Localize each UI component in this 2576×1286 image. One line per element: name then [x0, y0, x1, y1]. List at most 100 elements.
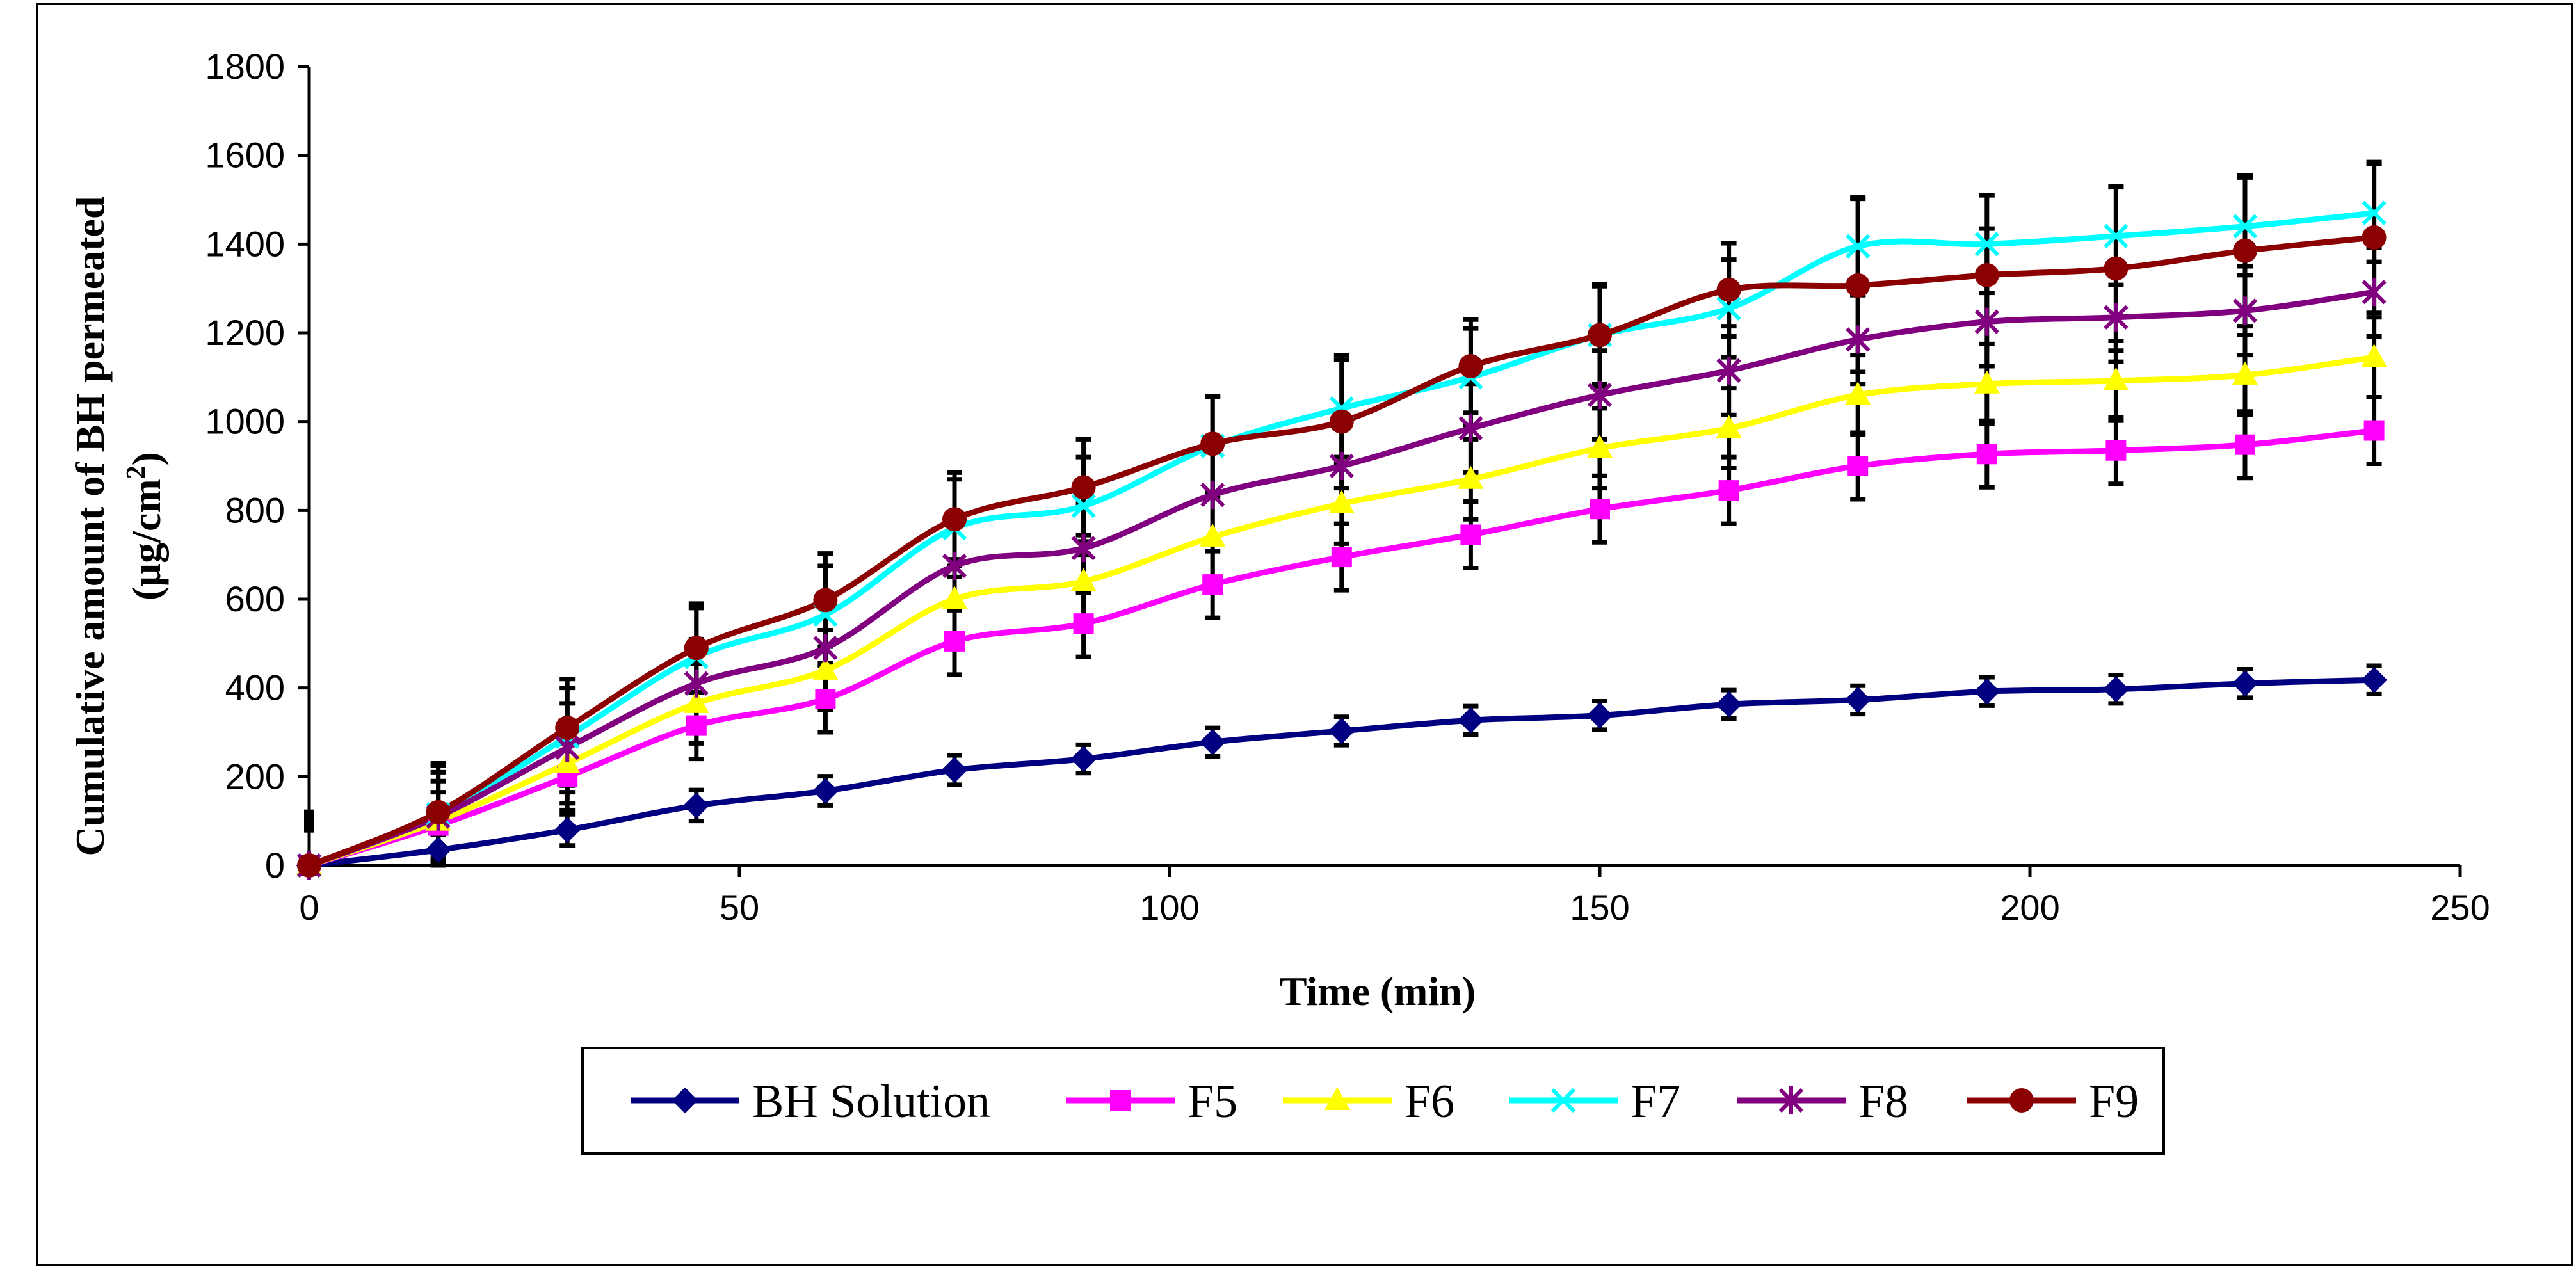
data-point-f8: [1587, 381, 1613, 410]
data-point-f5: [815, 689, 836, 709]
y-axis-title-line1: Cumulative amount of BH permeated: [67, 196, 113, 856]
data-point-f5: [1460, 524, 1481, 545]
data-point-f5: [2363, 420, 2385, 441]
data-point-f8: [1846, 325, 1871, 354]
data-point-f5: [1718, 480, 1739, 501]
data-point-f5: [2235, 434, 2255, 455]
data-point-f5: [1073, 613, 1094, 634]
data-point-f6: [2103, 367, 2129, 390]
data-point-f5: [944, 631, 965, 652]
legend-label: F8: [1858, 1075, 1908, 1128]
legend-label: F9: [2089, 1075, 2139, 1128]
legend-swatch-marker: [1324, 1087, 1350, 1110]
data-point-f7: [1071, 494, 1096, 518]
data-point-f6: [683, 689, 709, 713]
data-point-f9: [1071, 475, 1096, 500]
data-point-bh-solution: [1974, 678, 2000, 705]
data-point-f9: [813, 588, 838, 613]
data-point-f8: [2362, 278, 2387, 307]
data-point-f8: [1974, 307, 1999, 336]
data-point-f9: [426, 800, 451, 824]
data-point-f6: [2232, 361, 2258, 385]
data-point-f6: [1200, 523, 1226, 547]
data-point-f8: [1329, 452, 1354, 480]
data-point-f5: [686, 715, 707, 736]
legend-item-bh-solution: BH Solution: [631, 1075, 990, 1128]
y-tick-label: 1600: [205, 135, 285, 175]
legend-item-f8: F8: [1737, 1075, 1908, 1128]
data-point-f5: [1202, 574, 1223, 595]
data-point-bh-solution: [941, 757, 968, 784]
data-point-bh-solution: [2102, 676, 2129, 703]
data-point-f8: [2232, 296, 2258, 325]
data-point-f7: [1846, 234, 1871, 259]
x-tick-label: 200: [2000, 887, 2059, 928]
data-point-bh-solution: [1586, 702, 1613, 729]
data-point-f6: [1716, 415, 1742, 438]
data-point-f7: [2232, 214, 2258, 239]
x-tick-label: 100: [1139, 887, 1199, 928]
data-point-f9: [1588, 323, 1612, 348]
y-tick-label: 200: [225, 756, 285, 796]
series-line-f8: [306, 289, 2378, 869]
data-point-f6: [1458, 465, 1484, 489]
data-point-f8: [942, 552, 967, 580]
outlier-mark: [304, 809, 314, 833]
legend: BH Solution F5 F6 F7 F8 F9: [631, 1075, 2139, 1128]
x-tick-label: 150: [1570, 887, 1629, 928]
legend-swatch-marker: [1550, 1088, 1576, 1113]
y-tick-label: 800: [225, 490, 285, 530]
data-point-f9: [1974, 262, 1999, 287]
data-point-f8: [684, 669, 709, 698]
data-point-f6: [1328, 490, 1355, 513]
x-tick-label: 0: [299, 887, 319, 928]
data-point-bh-solution: [1716, 691, 1743, 718]
data-point-bh-solution: [2361, 666, 2388, 693]
data-point-bh-solution: [1328, 718, 1355, 744]
legend-label: BH Solution: [752, 1075, 990, 1128]
data-point-f9: [297, 853, 321, 878]
data-point-f6: [1845, 382, 1871, 405]
data-point-bh-solution: [425, 837, 452, 864]
data-point-f7: [1716, 296, 1741, 321]
data-point-f9: [1846, 273, 1871, 298]
y-tick-label: 1000: [205, 401, 285, 442]
legend-item-f9: F9: [1967, 1075, 2139, 1128]
data-point-f9: [555, 716, 580, 741]
data-point-bh-solution: [812, 778, 839, 804]
x-tick-label: 50: [720, 887, 759, 928]
data-point-f7: [1974, 232, 1999, 257]
data-point-f5: [2105, 440, 2127, 461]
legend-label: F5: [1187, 1075, 1237, 1128]
data-point-bh-solution: [2232, 670, 2258, 697]
data-point-f5: [1847, 456, 1869, 476]
legend-swatch-marker: [1778, 1086, 1804, 1114]
data-point-f9: [1458, 354, 1483, 378]
y-tick-label: 1800: [205, 46, 285, 86]
data-point-bh-solution: [683, 792, 710, 819]
data-point-f5: [1976, 444, 1997, 465]
data-point-f6: [942, 586, 967, 609]
legend-swatch-marker: [672, 1087, 698, 1114]
y-tick-label: 400: [225, 668, 285, 708]
data-point-f6: [2361, 344, 2387, 367]
y-tick-label: 1400: [205, 223, 285, 264]
data-point-f8: [1071, 534, 1096, 563]
legend-item-f7: F7: [1509, 1075, 1680, 1128]
x-axis-ticks: 0 50 100 150 200 250: [299, 865, 2490, 928]
data-point-f6: [1974, 370, 2000, 394]
data-point-f7: [2362, 200, 2387, 225]
data-point-f9: [2104, 256, 2129, 281]
data-point-f8: [1200, 481, 1225, 510]
data-point-bh-solution: [1457, 707, 1484, 734]
data-point-bh-solution: [1070, 746, 1097, 773]
data-point-f7: [2104, 223, 2129, 248]
data-point-f6: [1070, 568, 1097, 591]
data-point-bh-solution: [1199, 728, 1226, 755]
data-point-f8: [1716, 356, 1741, 385]
data-point-f9: [2362, 225, 2387, 250]
data-point-f5: [1331, 547, 1352, 568]
legend-item-f6: F6: [1283, 1075, 1454, 1128]
data-point-bh-solution: [1844, 686, 1871, 713]
y-axis-title: Cumulative amount of BH permeated (µg/cm…: [67, 196, 169, 856]
